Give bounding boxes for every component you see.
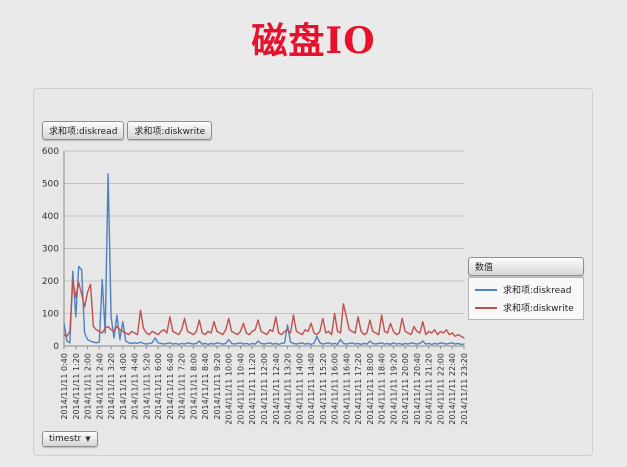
pivot-field-buttons: 求和项:diskread 求和项:diskwrite — [42, 121, 213, 140]
svg-text:2014/11/11 1:20: 2014/11/11 1:20 — [72, 353, 81, 420]
svg-text:2014/11/11 6:40: 2014/11/11 6:40 — [166, 353, 175, 420]
svg-text:2014/11/11 2:00: 2014/11/11 2:00 — [84, 353, 93, 420]
svg-text:2014/11/11 19:20: 2014/11/11 19:20 — [389, 353, 398, 425]
legend-item-diskwrite: 求和项:diskwrite — [475, 301, 577, 314]
page-title: 磁盘IO — [251, 20, 376, 62]
chart-container: 求和项:diskread 求和项:diskwrite 0 100 200 300 400… — [33, 88, 593, 456]
svg-text:2014/11/11 14:40: 2014/11/11 14:40 — [307, 353, 316, 425]
svg-text:2014/11/11 10:00: 2014/11/11 10:00 — [225, 353, 234, 425]
svg-text:2014/11/11 7:20: 2014/11/11 7:20 — [178, 353, 187, 420]
svg-text:2014/11/11 14:00: 2014/11/11 14:00 — [295, 353, 304, 425]
svg-text:2014/11/11 11:20: 2014/11/11 11:20 — [248, 353, 257, 425]
svg-text:2014/11/11 15:20: 2014/11/11 15:20 — [319, 353, 328, 425]
svg-text:2014/11/11 2:40: 2014/11/11 2:40 — [95, 353, 104, 420]
svg-text:500: 500 — [42, 180, 59, 190]
series-line-1 — [63, 280, 465, 339]
svg-text:2014/11/11 16:00: 2014/11/11 16:00 — [331, 353, 340, 425]
svg-text:2014/11/11 4:00: 2014/11/11 4:00 — [119, 353, 128, 420]
svg-text:2014/11/11 16:40: 2014/11/11 16:40 — [342, 353, 351, 425]
svg-text:2014/11/11 5:20: 2014/11/11 5:20 — [142, 353, 151, 420]
legend-swatch-diskwrite — [475, 306, 497, 309]
svg-text:2014/11/11 18:00: 2014/11/11 18:00 — [366, 353, 375, 425]
svg-text:200: 200 — [42, 277, 59, 287]
svg-text:2014/11/11 12:00: 2014/11/11 12:00 — [260, 353, 269, 425]
svg-text:2014/11/11 9:20: 2014/11/11 9:20 — [213, 353, 222, 420]
svg-text:2014/11/11 20:40: 2014/11/11 20:40 — [413, 353, 422, 425]
legend-body: 求和项:diskread 求和项:diskwrite — [468, 277, 584, 320]
series-line-0 — [63, 173, 465, 346]
legend-label-diskread: 求和项:diskread — [503, 286, 572, 296]
svg-text:2014/11/11 8:00: 2014/11/11 8:00 — [189, 353, 198, 420]
svg-text:100: 100 — [42, 310, 59, 320]
svg-text:2014/11/11 12:40: 2014/11/11 12:40 — [272, 353, 281, 425]
x-tick-labels: 2014/11/11 0:40 2014/11/11 1:20 2014/11/11… — [60, 353, 469, 425]
legend: 数值 求和项:diskread 求和项:diskwrite — [468, 257, 584, 320]
svg-text:2014/11/11 22:00: 2014/11/11 22:00 — [436, 353, 445, 425]
axis-field-label: timestr — [49, 434, 82, 444]
svg-text:2014/11/11 6:00: 2014/11/11 6:00 — [154, 353, 163, 420]
svg-text:2014/11/11 0:40: 2014/11/11 0:40 — [60, 353, 69, 420]
svg-text:2014/11/11 23:20: 2014/11/11 23:20 — [460, 353, 469, 425]
svg-text:2014/11/11 4:40: 2014/11/11 4:40 — [131, 353, 140, 420]
svg-text:0: 0 — [53, 342, 59, 352]
axis-field-button-timestr[interactable]: timestr ▼ — [42, 431, 98, 447]
svg-text:2014/11/11 18:40: 2014/11/11 18:40 — [378, 353, 387, 425]
field-button-diskwrite[interactable]: 求和项:diskwrite — [127, 121, 213, 140]
series-lines — [63, 173, 465, 346]
gridlines — [63, 150, 464, 347]
svg-text:600: 600 — [42, 147, 59, 157]
svg-text:300: 300 — [42, 245, 59, 255]
chevron-down-icon: ▼ — [85, 434, 91, 443]
x-tick-marks — [63, 346, 465, 349]
y-tick-labels: 0 100 200 300 400 500 600 — [42, 147, 59, 352]
svg-text:2014/11/11 13:20: 2014/11/11 13:20 — [284, 353, 293, 425]
svg-text:2014/11/11 10:40: 2014/11/11 10:40 — [236, 353, 245, 425]
svg-text:2014/11/11 8:40: 2014/11/11 8:40 — [201, 353, 210, 420]
field-button-diskread[interactable]: 求和项:diskread — [42, 121, 125, 140]
svg-text:2014/11/11 21:20: 2014/11/11 21:20 — [425, 353, 434, 425]
legend-item-diskread: 求和项:diskread — [475, 283, 577, 296]
legend-label-diskwrite: 求和项:diskwrite — [503, 304, 574, 314]
legend-header-button[interactable]: 数值 — [468, 257, 584, 276]
svg-text:400: 400 — [42, 212, 59, 222]
legend-swatch-diskread — [475, 288, 497, 291]
svg-text:2014/11/11 3:20: 2014/11/11 3:20 — [107, 353, 116, 420]
svg-text:2014/11/11 20:00: 2014/11/11 20:00 — [401, 353, 410, 425]
svg-text:2014/11/11 22:40: 2014/11/11 22:40 — [448, 353, 457, 425]
svg-text:2014/11/11 17:20: 2014/11/11 17:20 — [354, 353, 363, 425]
